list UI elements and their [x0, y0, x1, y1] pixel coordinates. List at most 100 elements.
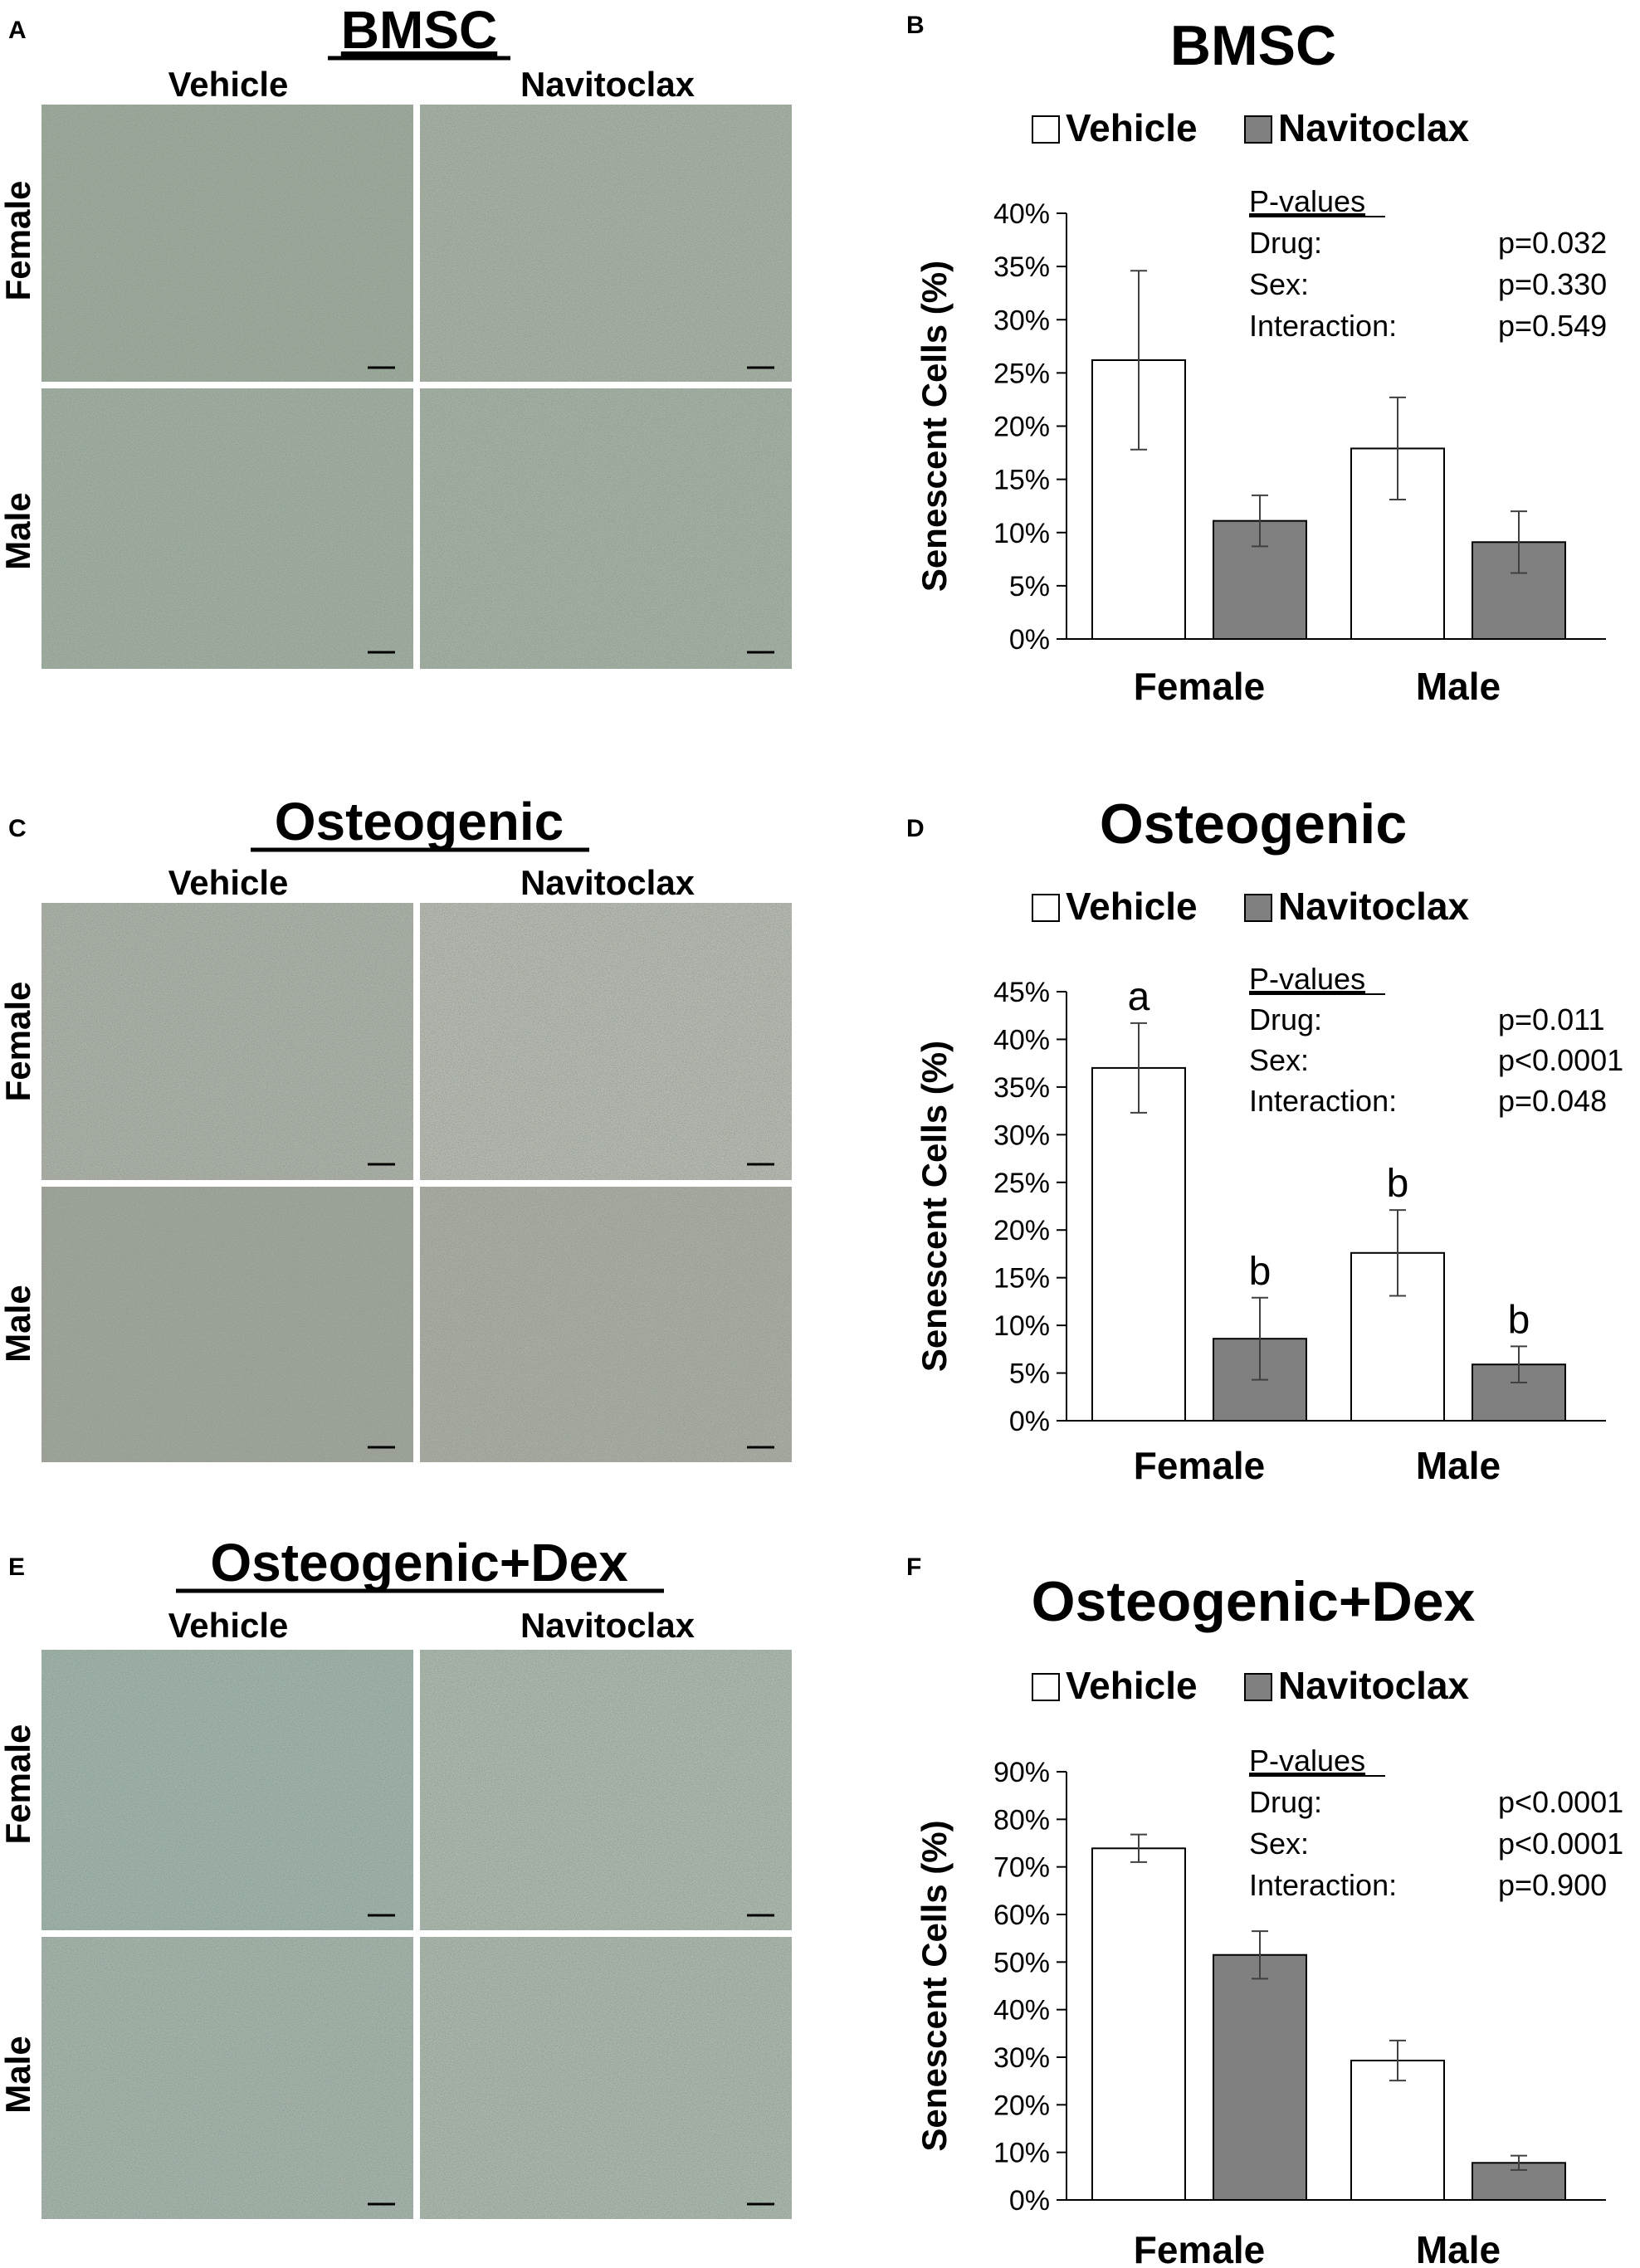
panel-letter-d: D — [906, 815, 925, 842]
significance-letter: a — [1128, 975, 1150, 1019]
chart-3: Osteogenic+Dex Vehicle Navitoclax 0% 10% 20% 3… — [915, 1570, 1623, 2268]
micrograph-male-navitoclax — [420, 1937, 792, 2219]
legend-swatch — [1244, 1673, 1272, 1701]
y-tick-label: 35% — [993, 251, 1050, 283]
x-category-label: Male — [1416, 2228, 1501, 2268]
legend-swatch — [1244, 894, 1272, 922]
y-axis-label: Senescent Cells (%) — [915, 261, 954, 592]
p-value-label: Sex: — [1249, 267, 1309, 301]
p-values-heading: P-values — [1249, 962, 1365, 996]
legend: Vehicle Navitoclax — [1032, 1664, 1470, 1707]
charts: BMSC Vehicle Navitoclax 0% 5% 10% 15% 20% 25% 30%… — [915, 14, 1623, 2268]
p-values-heading: P-values — [1249, 184, 1365, 218]
x-category-label: Male — [1416, 1444, 1501, 1487]
y-tick-label: 20% — [993, 412, 1050, 443]
p-value-label: Drug: — [1249, 1002, 1322, 1036]
image-panel-title-osteogenic: Osteogenic — [275, 792, 564, 851]
chart-title: Osteogenic+Dex — [1032, 1570, 1476, 1633]
col-label-navitoclax: Navitoclax — [520, 65, 696, 104]
y-tick-label: 40% — [993, 198, 1050, 230]
y-tick-label: 90% — [993, 1757, 1050, 1788]
legend-swatch — [1032, 1673, 1060, 1701]
panel-letter-b: B — [906, 12, 925, 39]
image-panel-title-osteogenic-dex: Osteogenic+Dex — [210, 1533, 628, 1592]
y-axis-label: Senescent Cells (%) — [915, 1820, 954, 2151]
micrograph-female-navitoclax — [420, 105, 792, 382]
y-tick-label: 50% — [993, 1947, 1050, 1978]
y-tick-label: 0% — [1009, 624, 1050, 656]
y-tick-label: 25% — [993, 1168, 1050, 1199]
y-tick-label: 80% — [993, 1804, 1050, 1836]
p-value: p<0.0001 — [1498, 1785, 1623, 1819]
legend-swatch — [1032, 894, 1060, 922]
col-label-navitoclax: Navitoclax — [520, 1606, 696, 1645]
significance-letter: b — [1508, 1298, 1530, 1342]
col-label-vehicle: Vehicle — [168, 1606, 289, 1645]
chart-title: Osteogenic — [1100, 793, 1407, 856]
p-value: p=0.900 — [1498, 1868, 1607, 1902]
panel-letter-f: F — [906, 1553, 921, 1581]
p-value-label: Interaction: — [1249, 1084, 1397, 1118]
y-tick-label: 5% — [1009, 571, 1050, 602]
legend-swatch — [1244, 115, 1272, 144]
y-tick-label: 35% — [993, 1072, 1050, 1104]
micrograph-female-vehicle — [41, 903, 413, 1180]
micrograph-female-navitoclax — [420, 1650, 792, 1930]
row-label-male: Male — [0, 1285, 37, 1362]
row-label-female: Female — [0, 181, 37, 301]
col-label-vehicle: Vehicle — [168, 863, 289, 902]
p-value-label: Sex: — [1249, 1043, 1309, 1077]
panel-letter-c: C — [8, 815, 27, 842]
p-value: p=0.330 — [1498, 267, 1607, 301]
significance-letter: b — [1249, 1250, 1271, 1294]
micrograph-female-vehicle — [41, 1650, 413, 1930]
micrograph-male-navitoclax — [420, 388, 792, 669]
y-tick-label: 15% — [993, 1263, 1050, 1295]
legend-label: Vehicle — [1066, 106, 1198, 149]
y-tick-label: 25% — [993, 358, 1050, 389]
bar-navitoclax-female — [1213, 519, 1307, 641]
y-tick-label: 10% — [993, 1310, 1050, 1342]
row-label-female: Female — [0, 1724, 37, 1845]
panel-letter-e: E — [8, 1553, 25, 1581]
p-value-label: Sex: — [1249, 1827, 1309, 1861]
p-values: P-values Drug: p<0.0001 Sex: p<0.0001 Interac… — [1249, 1744, 1623, 1902]
p-value: p=0.032 — [1498, 226, 1607, 260]
bar-vehicle-female — [1091, 1066, 1186, 1422]
p-value-label: Interaction: — [1249, 309, 1397, 343]
y-tick-label: 20% — [993, 2090, 1050, 2121]
panel-letter-a: A — [8, 17, 27, 44]
legend-label: Navitoclax — [1278, 885, 1470, 928]
image-panel-a: A BMSC Vehicle Navitoclax Female Male — [0, 0, 792, 669]
chart-2: Osteogenic Vehicle Navitoclax 0% 5% 10% 15% 20%… — [915, 793, 1623, 1487]
y-tick-label: 10% — [993, 2138, 1050, 2169]
col-label-navitoclax: Navitoclax — [520, 863, 696, 902]
y-tick-label: 0% — [1009, 2185, 1050, 2217]
y-tick-label: 20% — [993, 1215, 1050, 1246]
x-category-label: Female — [1134, 2228, 1266, 2268]
y-tick-label: 30% — [993, 2042, 1050, 2074]
y-axis-label: Senescent Cells (%) — [915, 1041, 954, 1372]
p-value: p<0.0001 — [1498, 1827, 1623, 1861]
significance-letter: b — [1387, 1162, 1409, 1206]
legend-label: Vehicle — [1066, 885, 1198, 928]
legend-swatch — [1032, 115, 1060, 144]
chart-title: BMSC — [1170, 14, 1336, 77]
p-value: p=0.549 — [1498, 309, 1607, 343]
image-panel-e: E Osteogenic+Dex Vehicle Navitoclax Fema… — [0, 1533, 792, 2219]
y-tick-label: 15% — [993, 465, 1050, 496]
y-tick-label: 30% — [993, 1119, 1050, 1151]
bar-navitoclax-female — [1213, 1953, 1307, 2202]
legend-label: Navitoclax — [1278, 1664, 1470, 1707]
p-values: P-values Drug: p=0.011 Sex: p<0.0001 Interact… — [1249, 962, 1623, 1118]
bar-vehicle-male — [1350, 2060, 1445, 2202]
row-label-male: Male — [0, 492, 37, 569]
image-panel-c: C Osteogenic Vehicle Navitoclax Female M… — [0, 792, 792, 1462]
legend: Vehicle Navitoclax — [1032, 106, 1470, 149]
micrograph-female-navitoclax — [420, 903, 792, 1180]
image-panel-title-bmsc: BMSC — [341, 0, 497, 60]
p-value: p=0.048 — [1498, 1084, 1607, 1118]
bar-vehicle-female — [1091, 1847, 1186, 2201]
col-label-vehicle: Vehicle — [168, 65, 289, 104]
